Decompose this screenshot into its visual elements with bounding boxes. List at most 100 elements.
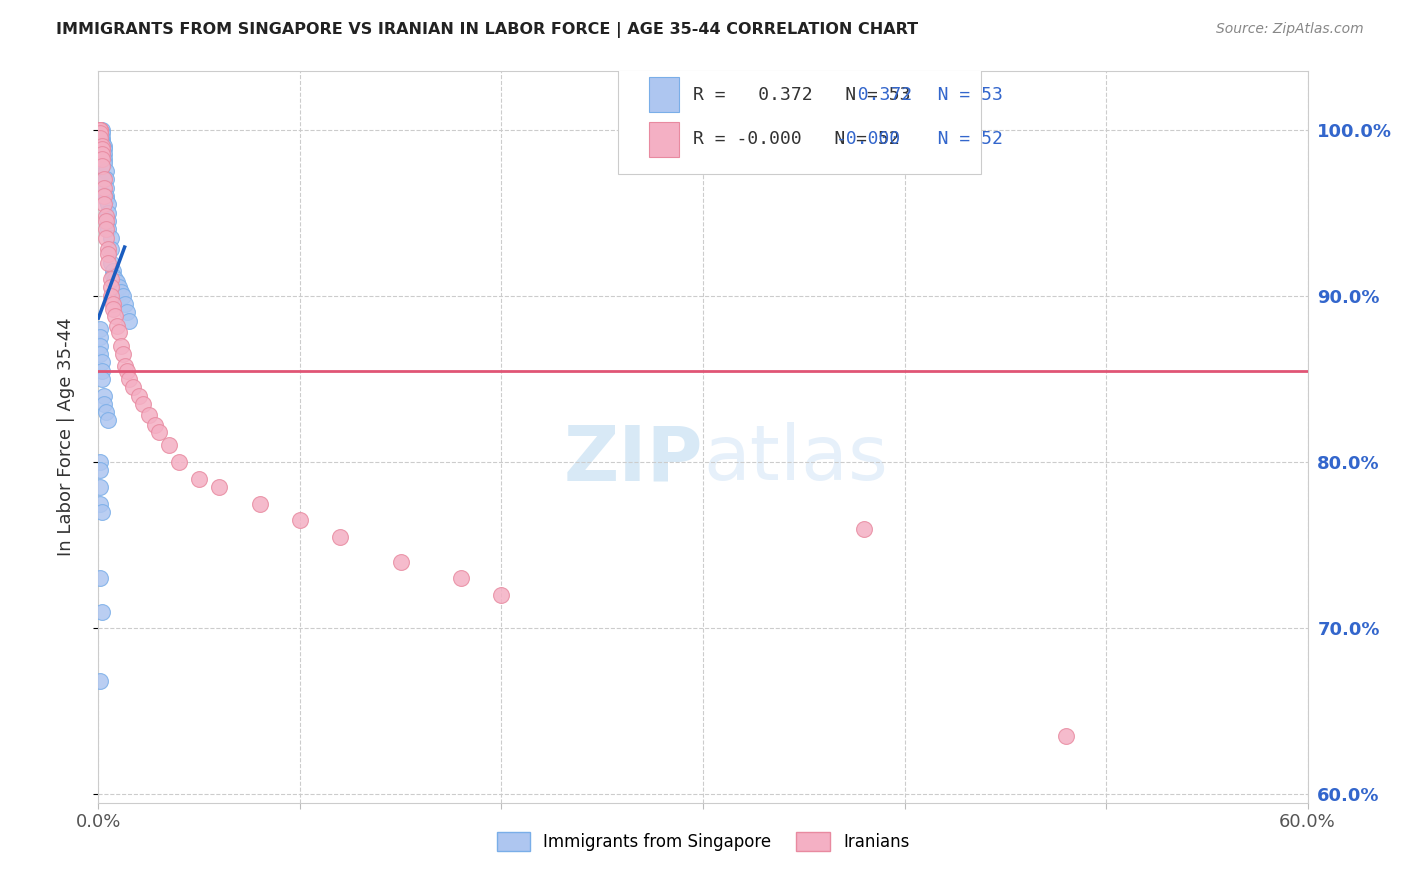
Point xyxy=(93,197,115,211)
Point xyxy=(100,272,122,286)
Point xyxy=(389,555,412,569)
Point xyxy=(188,472,211,486)
Point xyxy=(97,413,120,427)
Point xyxy=(91,153,114,167)
Point xyxy=(93,147,115,161)
Point xyxy=(91,605,114,619)
Point xyxy=(97,255,120,269)
Point xyxy=(110,338,132,352)
Point xyxy=(100,242,122,256)
Point xyxy=(115,363,138,377)
Point xyxy=(91,122,114,136)
Point xyxy=(93,180,115,194)
Point xyxy=(111,347,134,361)
Text: Source: ZipAtlas.com: Source: ZipAtlas.com xyxy=(1216,22,1364,37)
Point xyxy=(93,139,115,153)
Point xyxy=(96,180,118,194)
Point xyxy=(91,126,114,140)
Point xyxy=(491,588,513,602)
Point xyxy=(89,571,111,585)
Point xyxy=(91,139,114,153)
Point xyxy=(97,205,120,219)
Point xyxy=(110,285,132,300)
Text: 0.372: 0.372 xyxy=(837,86,912,103)
Point xyxy=(91,355,114,369)
Point xyxy=(132,397,155,411)
Point xyxy=(89,122,111,136)
Text: -0.000: -0.000 xyxy=(837,130,901,148)
Text: N = 52: N = 52 xyxy=(905,130,1002,148)
Text: atlas: atlas xyxy=(703,422,887,496)
Point xyxy=(89,131,111,145)
Point xyxy=(97,197,120,211)
Point xyxy=(89,338,111,352)
Point xyxy=(91,143,114,157)
Point xyxy=(105,318,128,333)
Point xyxy=(91,505,114,519)
Point xyxy=(91,372,114,386)
Point xyxy=(143,418,166,433)
Point xyxy=(121,380,143,394)
Point xyxy=(89,122,111,136)
Point xyxy=(91,131,114,145)
Point xyxy=(97,214,120,228)
FancyBboxPatch shape xyxy=(619,64,981,174)
Point xyxy=(249,497,271,511)
Point xyxy=(100,289,122,303)
Point xyxy=(93,155,115,169)
Text: ZIP: ZIP xyxy=(564,422,703,496)
Point xyxy=(115,305,138,319)
Point xyxy=(107,326,129,340)
Point xyxy=(114,297,136,311)
Y-axis label: In Labor Force | Age 35-44: In Labor Force | Age 35-44 xyxy=(56,318,75,557)
Text: N = 53: N = 53 xyxy=(905,86,1002,103)
Point xyxy=(96,209,118,223)
Point xyxy=(89,455,111,469)
Point xyxy=(91,137,114,152)
Point xyxy=(96,230,118,244)
Point xyxy=(101,297,124,311)
Text: R = -0.000   N = 52: R = -0.000 N = 52 xyxy=(693,130,900,148)
Point xyxy=(91,136,114,150)
Point xyxy=(89,347,111,361)
Point xyxy=(128,388,150,402)
Point xyxy=(96,172,118,186)
Text: R =   0.372   N = 53: R = 0.372 N = 53 xyxy=(693,86,911,103)
Point xyxy=(105,276,128,290)
Point xyxy=(89,463,111,477)
Point xyxy=(93,143,115,157)
Point xyxy=(107,280,129,294)
Point xyxy=(157,438,180,452)
FancyBboxPatch shape xyxy=(648,122,679,157)
Point xyxy=(97,247,120,261)
Point xyxy=(101,264,124,278)
Point xyxy=(853,521,876,535)
Point xyxy=(89,126,111,140)
Text: IMMIGRANTS FROM SINGAPORE VS IRANIAN IN LABOR FORCE | AGE 35-44 CORRELATION CHAR: IMMIGRANTS FROM SINGAPORE VS IRANIAN IN … xyxy=(56,22,918,38)
Point xyxy=(91,147,114,161)
Point xyxy=(96,189,118,203)
Point xyxy=(96,222,118,236)
Point xyxy=(118,372,141,386)
Point xyxy=(167,455,190,469)
Point xyxy=(89,674,111,689)
Point xyxy=(101,301,124,316)
FancyBboxPatch shape xyxy=(648,77,679,112)
Point xyxy=(96,214,118,228)
Point xyxy=(89,122,111,136)
Point xyxy=(100,230,122,244)
Point xyxy=(93,388,115,402)
Point xyxy=(111,289,134,303)
Point xyxy=(1054,729,1077,743)
Point xyxy=(89,122,111,136)
Point xyxy=(91,159,114,173)
Point xyxy=(288,513,311,527)
Point xyxy=(89,497,111,511)
Point xyxy=(103,272,125,286)
Point xyxy=(100,280,122,294)
Point xyxy=(93,189,115,203)
Point xyxy=(93,397,115,411)
Point xyxy=(89,480,111,494)
Point xyxy=(450,571,472,585)
Point xyxy=(91,134,114,148)
